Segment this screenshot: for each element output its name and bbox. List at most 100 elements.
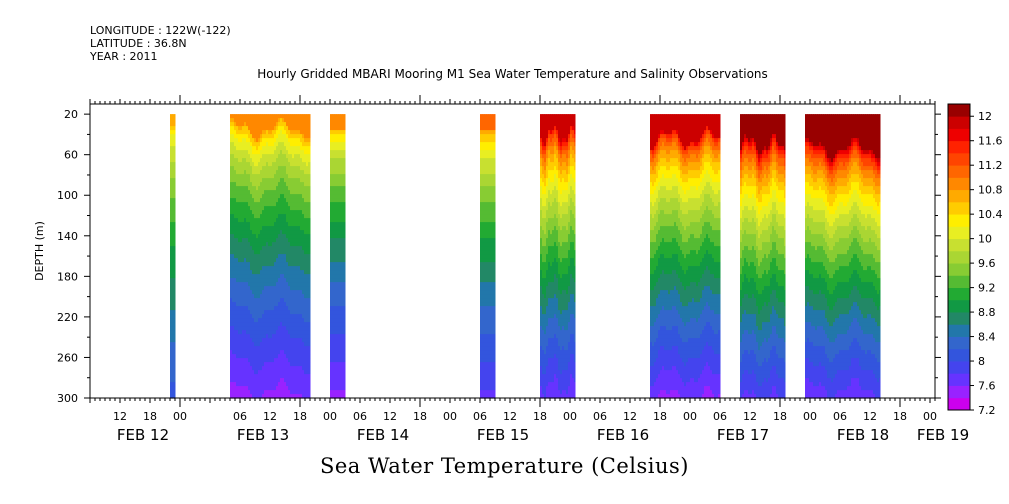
data-cell [282,198,285,203]
data-cell [260,254,263,259]
data-cell [258,322,261,327]
data-cell [494,230,496,235]
data-cell [264,270,267,275]
data-cell [280,202,283,207]
data-cell [262,126,265,131]
data-cell [292,154,295,159]
data-cell [494,298,496,303]
data-cell [344,274,346,279]
data-cell [238,162,241,167]
data-cell [284,146,287,151]
data-cell [286,170,289,175]
data-cell [272,298,275,303]
data-cell [332,306,335,311]
data-cell [250,178,253,183]
data-cell [300,242,303,247]
data-cell [286,174,289,179]
data-cell [288,146,291,151]
data-cell [300,238,303,243]
data-cell [248,158,251,163]
data-cell [240,278,243,283]
data-cell [306,326,309,331]
data-cell [264,366,267,371]
data-cell [254,358,257,363]
data-cell [230,382,233,387]
data-cell [300,218,303,223]
data-cell [174,146,176,151]
data-cell [266,274,269,279]
data-cell [274,386,277,391]
data-cell [250,222,253,227]
data-cell [270,238,273,243]
data-cell [304,358,307,363]
data-cell [276,314,279,319]
data-cell [244,174,247,179]
data-cell [302,266,305,271]
data-cell [170,130,173,135]
data-cell [252,142,255,147]
data-cell [288,230,291,235]
data-cell [290,182,293,187]
data-cell [236,354,239,359]
data-cell [232,182,235,187]
data-cell [306,186,309,191]
data-cell [262,374,265,379]
data-cell [236,142,239,147]
data-cell [268,134,271,139]
data-cell [268,274,271,279]
data-cell [264,378,267,383]
data-cell [302,350,305,355]
data-cell [248,174,251,179]
data-cell [302,306,305,311]
data-cell [266,210,269,215]
data-cell [256,350,259,355]
data-cell [240,310,243,315]
data-cell [262,218,265,223]
data-cell [280,210,283,215]
data-cell [300,194,303,199]
data-cell [272,158,275,163]
data-cell [250,258,253,263]
data-cell [278,134,281,139]
data-cell [332,234,335,239]
data-cell [282,302,285,307]
data-cell [282,142,285,147]
data-cell [230,186,233,191]
data-cell [260,190,263,195]
data-cell [306,198,309,203]
data-cell [270,370,273,375]
data-cell [170,150,173,155]
data-cell [232,238,235,243]
data-cell [332,314,335,319]
data-cell [286,130,289,135]
data-cell [240,294,243,299]
data-cell [238,286,241,291]
data-cell [240,354,243,359]
data-cell [172,118,175,123]
data-cell [344,186,346,191]
data-cell [170,318,173,323]
data-cell [268,186,271,191]
data-cell [240,306,243,311]
data-cell [280,338,283,343]
data-cell [248,298,251,303]
data-cell [170,342,173,347]
data-cell [262,138,265,143]
data-cell [238,122,241,127]
data-cell [274,210,277,215]
data-cell [330,126,333,131]
data-cell [278,282,281,287]
data-segment-3 [330,114,346,399]
data-cell [240,134,243,139]
data-cell [260,134,263,139]
data-cell [272,318,275,323]
data-cell [302,194,305,199]
data-cell [274,206,277,211]
data-cell [254,138,257,143]
data-cell [276,202,279,207]
data-cell [230,166,233,171]
data-cell [244,266,247,271]
data-cell [344,170,346,175]
data-cell [244,114,247,119]
data-cell [252,394,255,399]
